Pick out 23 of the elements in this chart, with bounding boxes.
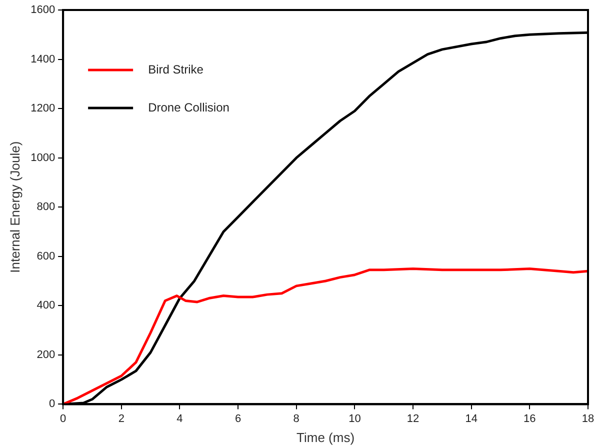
y-axis-title: Internal Energy (Joule) [7, 141, 22, 273]
x-tick-label: 6 [234, 412, 242, 425]
y-tick-label: 200 [36, 348, 56, 361]
x-tick-label: 10 [348, 412, 361, 425]
x-tick-label: 4 [176, 412, 183, 425]
x-tick-label: 0 [60, 412, 66, 425]
x-tick-label: 2 [118, 412, 124, 425]
y-tick-label: 1000 [30, 152, 56, 164]
y-tick-label: 0 [48, 398, 56, 410]
y-tick-label: 800 [36, 201, 56, 214]
x-tick-label: 14 [465, 412, 478, 425]
x-tick-label: 18 [582, 412, 594, 425]
x-axis-title: Time (ms) [296, 430, 355, 445]
y-tick-label: 1600 [30, 4, 56, 16]
y-tick-label: 1400 [30, 53, 56, 66]
y-tick-label: 600 [36, 250, 56, 262]
legend-label: Bird Strike [148, 62, 204, 76]
y-tick-label: 1200 [30, 102, 56, 115]
x-tick-label: 12 [406, 412, 420, 425]
y-tick-label: 400 [36, 300, 56, 312]
x-tick-label: 8 [293, 412, 300, 425]
x-tick-label: 16 [524, 412, 536, 425]
legend-label: Drone Collision [148, 100, 230, 114]
